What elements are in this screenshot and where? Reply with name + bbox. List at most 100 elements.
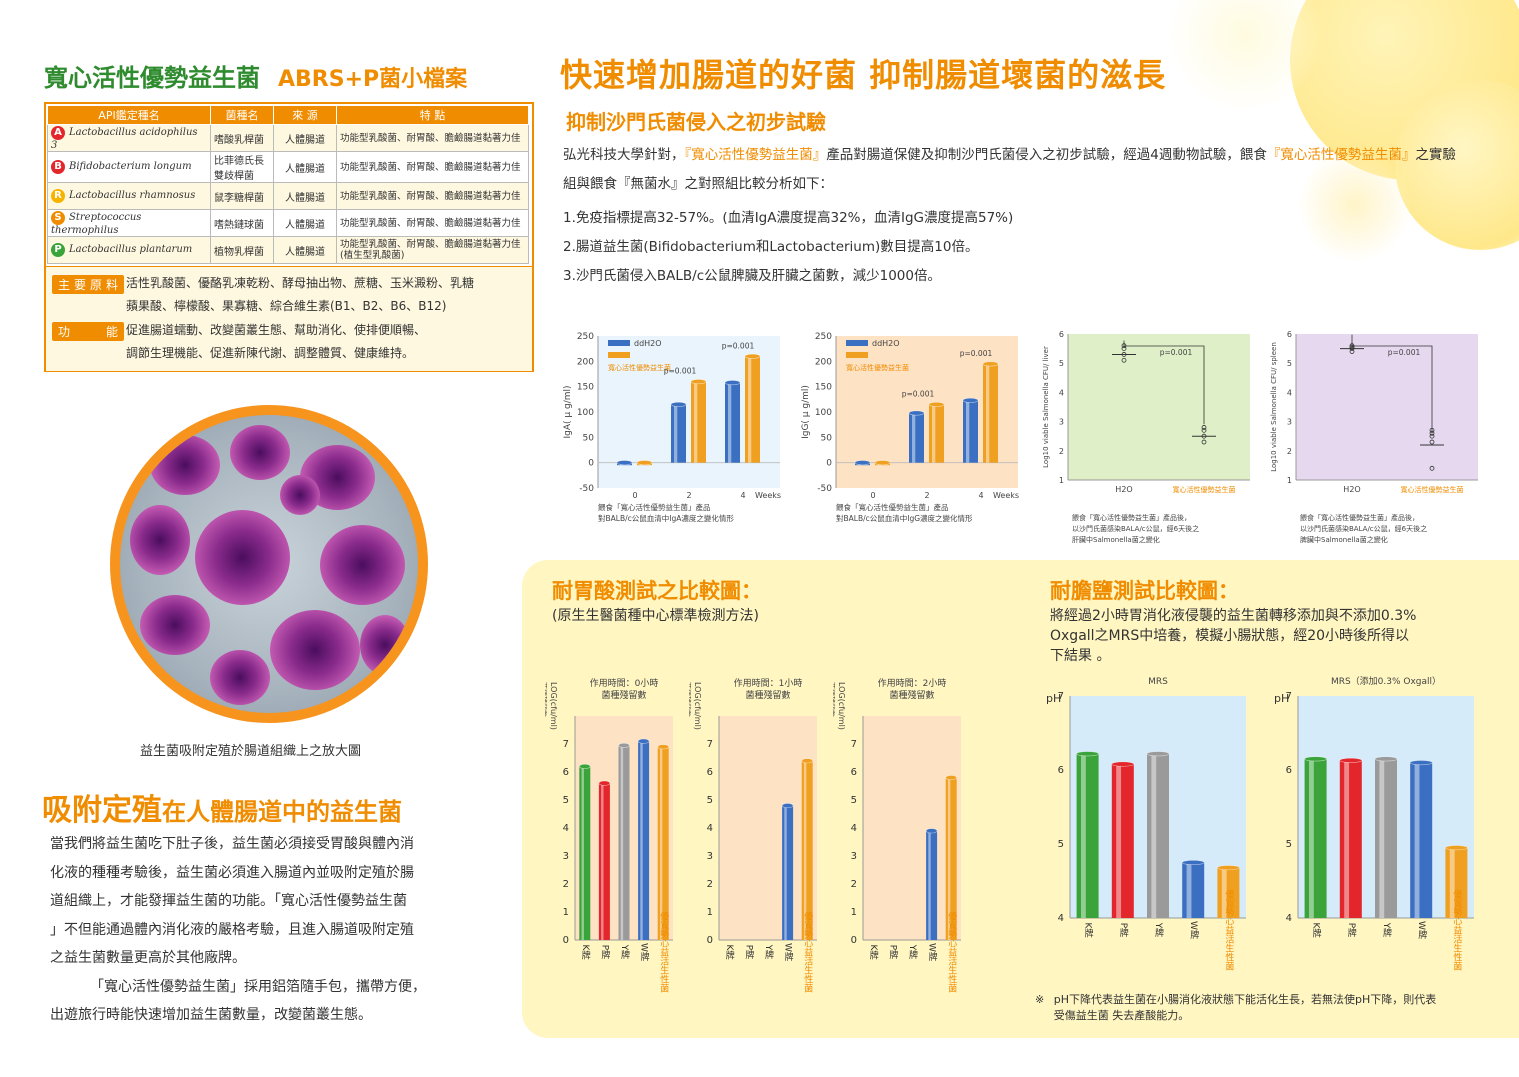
y-tick-label: 1: [563, 907, 569, 918]
y-tick-label: 2: [1059, 447, 1064, 456]
bar-0-cap: [578, 763, 591, 769]
x-category-label: Y牌: [763, 944, 774, 960]
x-category-label: W牌: [783, 943, 794, 962]
y-tick-label: 0: [826, 459, 832, 469]
bar-ddh2o-shine: [728, 382, 732, 463]
bar-4: [945, 777, 957, 940]
intro-paragraph: 弘光科技大學針對，『寬心活性優勢益生菌』產品對腸道保健及抑制沙門氏菌侵入之初步試…: [563, 141, 1463, 199]
chart-caption: 肝臟中Salmonella菌之變化: [1072, 535, 1160, 544]
x-tick-label: 2: [686, 491, 691, 500]
x-tick-label: H2O: [1343, 485, 1360, 494]
chart-caption: 餵食「寬心活性優勢益生菌」產品後，: [1300, 513, 1419, 522]
bar-3-cap: [925, 828, 938, 834]
y-tick-label: 5: [563, 795, 569, 806]
chart-title-2: 菌種殘留數: [601, 689, 646, 701]
function-line-1: 促進腸道蠕動、改變菌叢生態、幫助消化、使排便順暢、: [126, 323, 427, 337]
p-value-annotation: p=0.001: [1160, 348, 1193, 357]
footnote-line: pH下降代表益生菌在小腸消化液狀態下能活化生長，若無法使pH下降，則代表: [1053, 993, 1437, 1006]
chart-caption: 餵食「寬心活性優勢益生菌」產品: [836, 502, 949, 512]
chart-caption: 餵食「寬心活性優勢益生菌」產品後，: [1072, 513, 1191, 522]
result-line-3: 3.沙門氏菌侵入BALB/c公鼠脾臟及肝臟之菌數，減少1000倍。: [563, 268, 941, 284]
strain-latin: B Bifidobacterium longum: [47, 151, 211, 183]
ingredients-label: 主要原料: [52, 275, 124, 294]
iga-chart: 250 200 150 100 50 0 -50 IgA( μ g/ml) 0 2 4 Weeks dd…: [563, 332, 781, 523]
y-tick-label: 0: [851, 935, 857, 946]
adhere-line: 當我們將益生菌吃下肚子後，益生菌必須接受胃酸與體內消: [50, 836, 414, 852]
bar-1-cap: [1339, 757, 1363, 763]
intro-part: 產品對腸道保健及抑制沙門氏菌侵入之初步試驗，經過4週動物試驗，餵食: [826, 147, 1267, 163]
adhere-line: 「寬心活性優勢益生菌」採用鋁箔隨手包，攜帶方便，: [90, 978, 426, 995]
y-tick-label: 0: [707, 935, 713, 946]
bar-ddh2o-shine: [966, 400, 970, 463]
bar-ddh2o-shine: [674, 404, 678, 463]
bile-test-description: 將經過2小時胃消化液侵襲的益生菌轉移添加與不添加0.3% Oxgall之MRS中…: [1050, 606, 1416, 666]
x-category-label: W牌: [1416, 921, 1427, 940]
y-tick-label: 5: [1058, 839, 1064, 850]
col-header-source: 來 源: [273, 105, 337, 125]
y-tick-label: 100: [577, 408, 594, 418]
data-point: [1429, 433, 1435, 439]
bar-4-shine: [659, 746, 663, 940]
strain-source: 人體腸道: [273, 182, 337, 210]
y-tick-label: 50: [821, 433, 833, 443]
y-tick-label: 150: [577, 383, 594, 393]
bar-0-shine: [581, 766, 584, 940]
y-tick-label: 4: [1286, 913, 1292, 924]
strain-latin-name: Lactobacillus plantarum: [69, 244, 193, 255]
bar-probiotic-cap: [928, 401, 945, 407]
p-value-annotation: p=0.001: [960, 349, 993, 358]
x-category-label: P牌: [887, 945, 898, 960]
p-value-annotation: p=0.001: [902, 389, 935, 398]
chart-caption: 以沙門氏菌感染BALA/c公鼠，經6天後之: [1300, 524, 1427, 533]
bar-3-shine: [928, 830, 931, 940]
bar-probiotic-shine: [986, 363, 990, 463]
x-category-label: P牌: [1346, 923, 1357, 938]
y-tick-label: 1: [1059, 476, 1064, 485]
y-axis-label: IgA( μ g/ml): [563, 385, 573, 438]
y-tick-label: 2: [707, 879, 713, 890]
bar-ddh2o-cap: [724, 380, 741, 386]
bar-4-shine: [803, 760, 807, 940]
chart-caption: 以沙門氏菌感染BALA/c公鼠，經6天後之: [1072, 524, 1199, 533]
strain-source: 人體腸道: [273, 236, 337, 264]
y-axis-label: IgG( μ g/ml): [801, 385, 811, 439]
y-axis-label: LOG(cfu/ml): [837, 682, 846, 730]
bar-probiotic: [745, 356, 760, 463]
strain-feature: 功能型乳酸菌、耐胃酸、膽鹼腸道黏著力佳: [336, 182, 529, 210]
strain-latin-name: Streptococcus thermophilus: [51, 211, 142, 236]
x-tick-label: 4: [978, 491, 983, 500]
bar-ddh2o: [963, 400, 978, 463]
data-point: [1121, 357, 1127, 363]
bar-ddh2o-cap: [616, 460, 633, 466]
adhere-line: 化液的種種考驗後，益生菌必須進入腸道內並吸附定殖於腸: [50, 864, 414, 881]
bar-0-cap: [1076, 751, 1099, 757]
bar-0: [1304, 758, 1327, 918]
legend-swatch-probiotic: [608, 352, 630, 358]
y-tick-label: 1: [707, 907, 713, 918]
strain-latin-name: Lactobacillus rhamnosus: [69, 190, 196, 201]
y-tick-label: 6: [563, 767, 569, 778]
bar-3-shine: [1186, 862, 1192, 918]
strain-name: 植物乳桿菌: [210, 236, 274, 264]
bar-1-shine: [1116, 764, 1122, 918]
bile-mrs-oxgall-chart: 7 6 5 4 pH MRS（添加0.3% Oxgall） K牌 P牌 Y牌 W牌 優寬勢心益活生性…: [1274, 676, 1474, 971]
p-value-annotation: p=0.001: [1388, 348, 1421, 357]
strain-latin-name: Bifidobacterium longum: [69, 161, 192, 172]
bar-4: [801, 760, 813, 940]
bar-4: [1217, 867, 1240, 918]
bar-1-shine: [601, 783, 604, 940]
bar-1-cap: [1111, 761, 1135, 767]
y-axis-label-2: 菌種殘留數: [689, 682, 692, 717]
bar-1-shine: [1344, 760, 1350, 918]
bile-line: Oxgall之MRS中培養，模擬小腸狀態，經20小時後所得以: [1050, 628, 1410, 644]
strain-badge: P: [51, 243, 65, 257]
adhere-paragraph: 當我們將益生菌吃下肚子後，益生菌必須接受胃酸與體內消 化液的種種考驗後，益生菌必…: [50, 830, 490, 1030]
y-tick-label: 150: [815, 383, 832, 393]
chart-title: 作用時間：1小時: [734, 677, 803, 689]
y-tick-label: 2: [851, 879, 857, 890]
bar-0: [579, 766, 591, 940]
bar-ddh2o: [671, 404, 686, 463]
strain-badge: A: [51, 125, 65, 140]
y-tick-label: 6: [851, 767, 857, 778]
